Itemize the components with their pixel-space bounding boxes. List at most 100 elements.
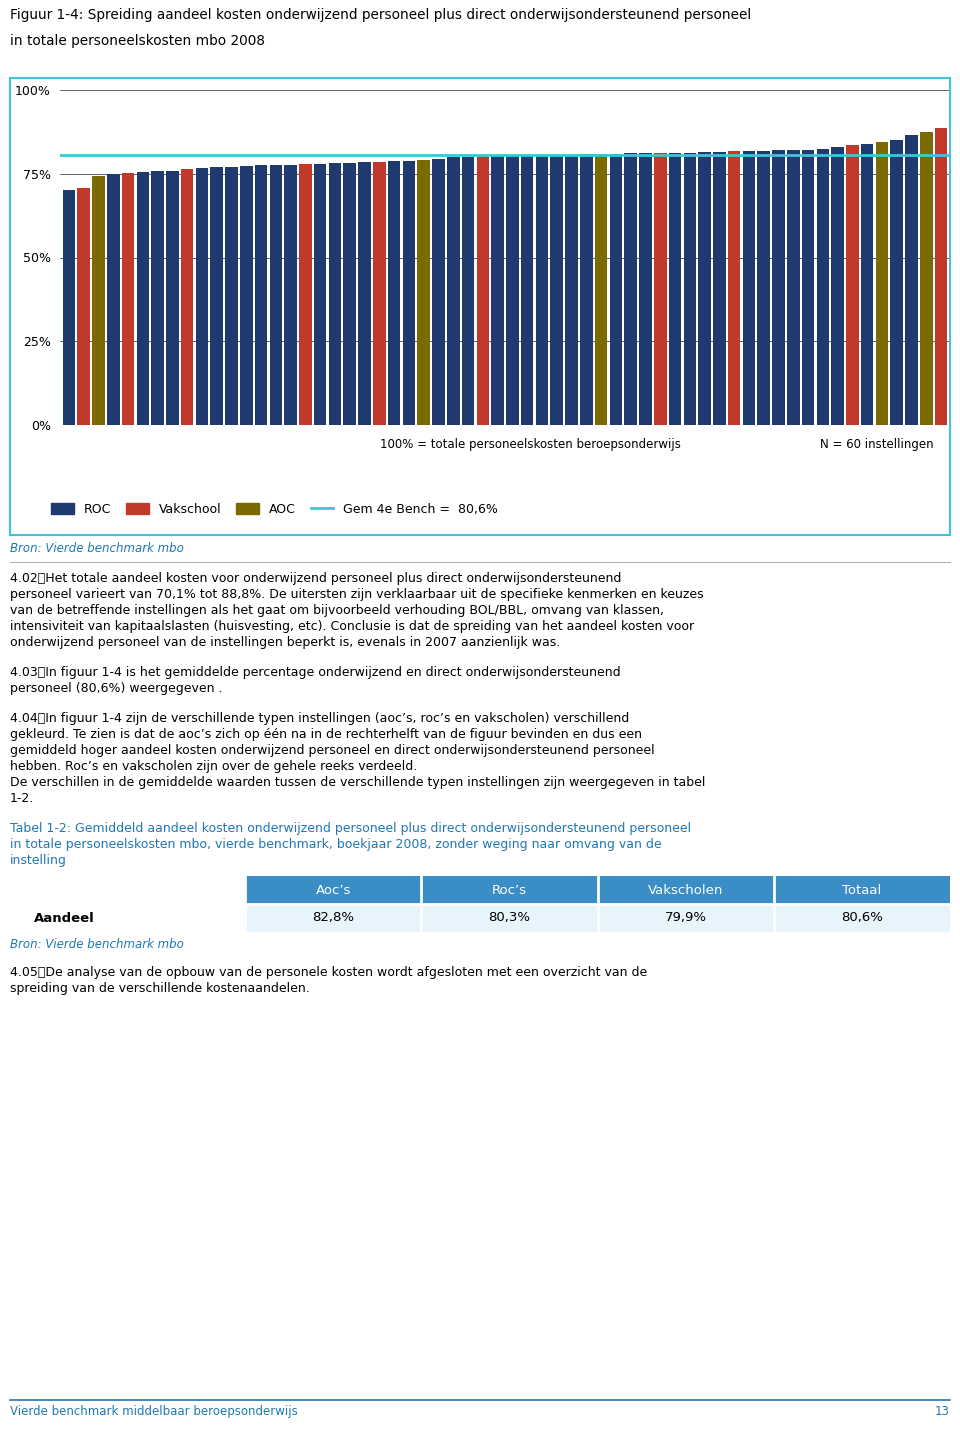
Bar [713, 152, 726, 425]
Bar [78, 188, 90, 425]
Text: 4.05	De analyse van de opbouw van de personele kosten wordt afgesloten met een o: 4.05 De analyse van de opbouw van de per… [10, 966, 647, 979]
Bar [595, 154, 608, 425]
Bar [10, 904, 245, 931]
Text: Aandeel: Aandeel [34, 911, 94, 924]
Bar [245, 904, 421, 931]
Text: 100% = totale personeelskosten beroepsonderwijs: 100% = totale personeelskosten beroepson… [380, 438, 681, 451]
Bar [728, 151, 740, 425]
Text: spreiding van de verschillende kostenaandelen.: spreiding van de verschillende kostenaan… [10, 982, 310, 994]
Bar [447, 156, 460, 425]
Bar [861, 144, 874, 425]
Bar [254, 165, 267, 425]
Text: N = 60 instellingen: N = 60 instellingen [820, 438, 934, 451]
Text: personeel (80,6%) weergegeven .: personeel (80,6%) weergegeven . [10, 682, 223, 695]
Bar [180, 169, 193, 425]
Bar [876, 142, 888, 425]
Bar [802, 151, 814, 425]
Text: intensiviteit van kapitaalslasten (huisvesting, etc). Conclusie is dat de spreid: intensiviteit van kapitaalslasten (huisv… [10, 620, 694, 633]
Bar [418, 161, 430, 425]
Text: van de betreffende instellingen als het gaat om bijvoorbeeld verhouding BOL/BBL,: van de betreffende instellingen als het … [10, 604, 664, 617]
Text: onderwijzend personeel van de instellingen beperkt is, evenals in 2007 aanzienli: onderwijzend personeel van de instelling… [10, 636, 561, 649]
Bar [597, 875, 774, 904]
Bar [597, 904, 774, 931]
Bar [421, 875, 597, 904]
Bar [122, 172, 134, 425]
Bar [521, 155, 534, 425]
Text: Totaal: Totaal [842, 884, 881, 897]
Bar [669, 152, 682, 425]
Bar [136, 172, 149, 425]
Text: 80,6%: 80,6% [841, 911, 883, 924]
Bar [684, 152, 696, 425]
Bar [536, 155, 548, 425]
Bar [891, 141, 903, 425]
Bar [245, 875, 421, 904]
Bar [462, 156, 474, 425]
Bar [831, 146, 844, 425]
Bar [565, 155, 578, 425]
Bar [905, 135, 918, 425]
Bar [344, 164, 356, 425]
Text: personeel varieert van 70,1% tot 88,8%. De uitersten zijn verklaarbaar uit de sp: personeel varieert van 70,1% tot 88,8%. … [10, 588, 704, 601]
Text: 4.03	In figuur 1-4 is het gemiddelde percentage onderwijzend en direct onderwijs: 4.03 In figuur 1-4 is het gemiddelde per… [10, 666, 620, 679]
Bar [787, 151, 800, 425]
Bar [358, 162, 371, 425]
Text: 4.02	Het totale aandeel kosten voor onderwijzend personeel plus direct onderwijs: 4.02 Het totale aandeel kosten voor onde… [10, 573, 621, 585]
Bar [476, 156, 489, 425]
Text: gekleurd. Te zien is dat de aoc’s zich op één na in de rechterhelft van de figuu: gekleurd. Te zien is dat de aoc’s zich o… [10, 728, 642, 740]
Text: Tabel 1-2: Gemiddeld aandeel kosten onderwijzend personeel plus direct onderwijs: Tabel 1-2: Gemiddeld aandeel kosten onde… [10, 822, 691, 835]
Bar [152, 171, 164, 425]
Text: 4.04	In figuur 1-4 zijn de verschillende typen instellingen (aoc’s, roc’s en vak: 4.04 In figuur 1-4 zijn de verschillende… [10, 712, 629, 725]
Text: in totale personeelskosten mbo, vierde benchmark, boekjaar 2008, zonder weging n: in totale personeelskosten mbo, vierde b… [10, 838, 661, 851]
Bar [550, 155, 563, 425]
Bar [432, 159, 444, 425]
Bar [402, 161, 415, 425]
Bar [328, 164, 341, 425]
Text: Bron: Vierde benchmark mbo: Bron: Vierde benchmark mbo [10, 542, 184, 555]
Bar [10, 875, 245, 904]
Bar [580, 155, 592, 425]
Bar [240, 166, 252, 425]
Text: 1-2.: 1-2. [10, 792, 35, 805]
Bar [654, 154, 666, 425]
Bar [226, 166, 238, 425]
Bar [314, 164, 326, 425]
Bar [935, 128, 948, 425]
Bar [270, 165, 282, 425]
Text: Vakscholen: Vakscholen [648, 884, 723, 897]
Bar [772, 151, 784, 425]
Bar [639, 154, 652, 425]
Text: instelling: instelling [10, 854, 67, 867]
Bar [698, 152, 710, 425]
Text: 79,9%: 79,9% [664, 911, 707, 924]
Bar [166, 171, 179, 425]
Text: Aoc’s: Aoc’s [316, 884, 350, 897]
Text: Roc’s: Roc’s [492, 884, 527, 897]
Bar [107, 174, 119, 425]
Text: in totale personeelskosten mbo 2008: in totale personeelskosten mbo 2008 [10, 34, 265, 47]
Text: 82,8%: 82,8% [312, 911, 354, 924]
Bar [421, 904, 597, 931]
Bar [210, 166, 223, 425]
Text: hebben. Roc’s en vakscholen zijn over de gehele reeks verdeeld.: hebben. Roc’s en vakscholen zijn over de… [10, 761, 418, 773]
Bar [846, 145, 858, 425]
Bar [920, 132, 932, 425]
Bar [610, 154, 622, 425]
Bar [492, 156, 504, 425]
Text: gemiddeld hoger aandeel kosten onderwijzend personeel en direct onderwijsonderst: gemiddeld hoger aandeel kosten onderwijz… [10, 743, 655, 758]
Bar [624, 154, 636, 425]
Text: Bron: Vierde benchmark mbo: Bron: Vierde benchmark mbo [10, 938, 184, 951]
Bar [774, 904, 950, 931]
Bar [388, 161, 400, 425]
Text: 80,3%: 80,3% [489, 911, 530, 924]
Bar [506, 155, 518, 425]
Bar [817, 149, 829, 425]
Legend: ROC, Vakschool, AOC, Gem 4e Bench =  80,6%: ROC, Vakschool, AOC, Gem 4e Bench = 80,6… [51, 502, 498, 515]
Bar [373, 162, 386, 425]
Bar [743, 151, 756, 425]
Text: Figuur 1-4: Spreiding aandeel kosten onderwijzend personeel plus direct onderwij: Figuur 1-4: Spreiding aandeel kosten ond… [10, 9, 752, 22]
Bar [92, 177, 105, 425]
Text: De verschillen in de gemiddelde waarden tussen de verschillende typen instelling: De verschillen in de gemiddelde waarden … [10, 776, 706, 789]
Bar [196, 168, 208, 425]
Bar [300, 164, 312, 425]
